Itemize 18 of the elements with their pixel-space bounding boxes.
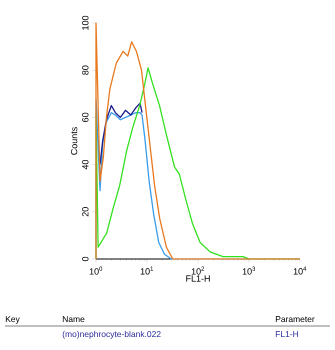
y-tick-label: 80	[82, 66, 88, 75]
x-axis-title: FL1-H	[186, 275, 210, 282]
text: Name	[62, 316, 84, 322]
text: Parameter	[276, 316, 315, 322]
x-tick-label: 10$^{4}$	[294, 266, 306, 275]
y-axis-title: Counts	[70, 127, 78, 155]
text: (mo)nephrocyte-blank.022	[62, 330, 161, 339]
x-tick-label: 10$^{2}$	[192, 266, 204, 275]
text: Key	[6, 316, 20, 324]
y-tick-label: 40	[82, 160, 88, 170]
x-tick-label: 10$^{1}$	[140, 266, 154, 275]
y-tick-label: 100	[82, 16, 88, 30]
x-tick-label: 10$^{3}$	[242, 266, 256, 275]
y-tick-label: 20	[82, 207, 88, 216]
text: FL1-H	[276, 331, 298, 337]
y-tick-label: 60	[82, 112, 88, 122]
x-tick-label: 10$^{0}$	[90, 266, 102, 275]
y-tick-label: 0	[82, 256, 88, 262]
